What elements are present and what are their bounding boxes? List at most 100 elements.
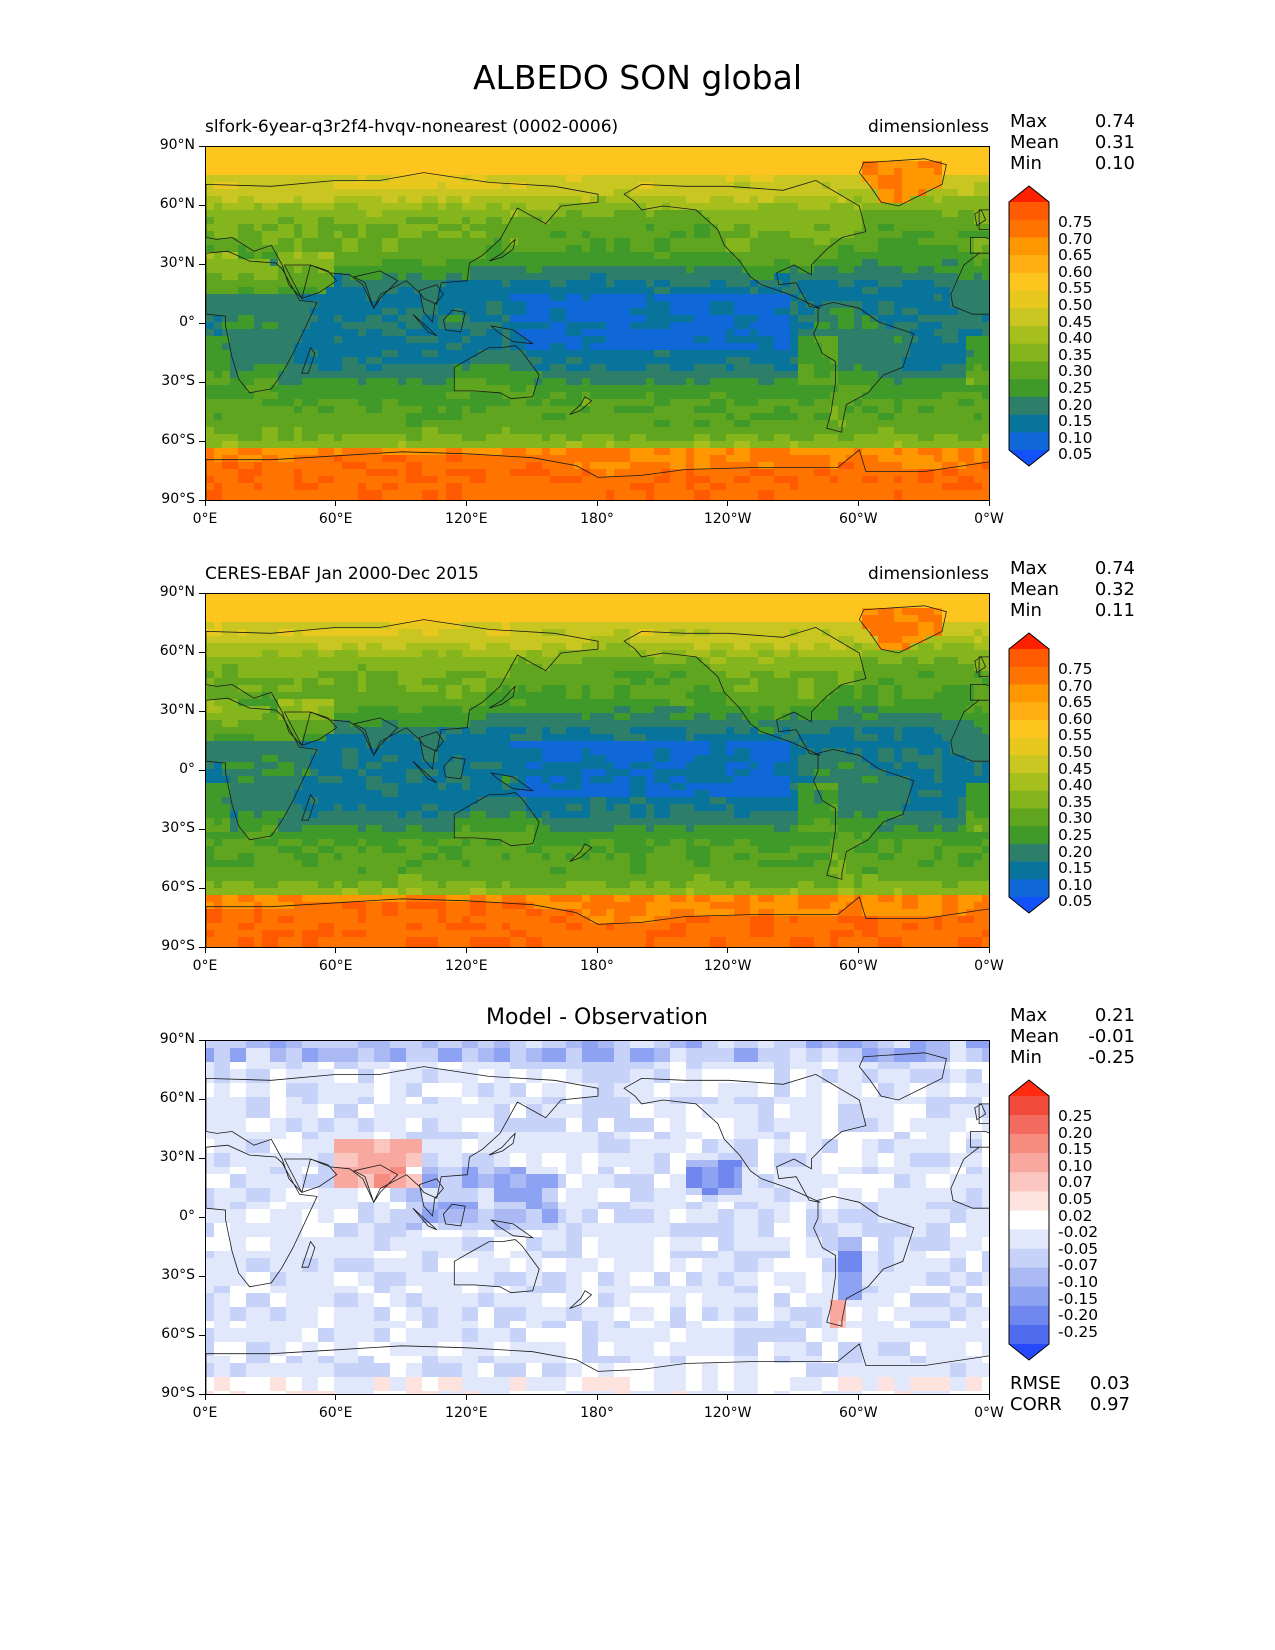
field-cell	[702, 406, 711, 414]
field-cell	[734, 196, 743, 204]
field-cell	[966, 336, 975, 344]
field-cell	[398, 441, 407, 449]
field-cell	[782, 476, 791, 484]
field-cell	[334, 252, 343, 260]
field-cell	[422, 364, 431, 372]
field-cell	[750, 273, 759, 281]
field-cell	[454, 203, 463, 211]
field-cell	[534, 427, 543, 435]
field-cell	[294, 210, 303, 218]
field-cell	[878, 364, 887, 372]
field-cell	[510, 434, 519, 442]
field-cell	[542, 434, 551, 442]
field-cell	[710, 371, 719, 379]
field-cell	[574, 399, 583, 407]
field-cell	[982, 371, 989, 379]
field-cell	[982, 280, 989, 288]
field-cell	[566, 329, 575, 337]
field-cell	[430, 245, 439, 253]
field-cell	[334, 231, 343, 239]
field-cell	[718, 301, 727, 309]
field-cell	[310, 378, 319, 386]
field-cell	[222, 182, 231, 190]
field-cell	[470, 420, 479, 428]
field-cell	[382, 420, 391, 428]
field-cell	[798, 441, 807, 449]
field-cell	[238, 455, 247, 463]
field-cell	[942, 301, 951, 309]
field-cell	[654, 161, 663, 169]
field-cell	[742, 301, 751, 309]
field-cell	[550, 469, 559, 477]
field-cell	[534, 168, 543, 176]
field-cell	[246, 294, 255, 302]
field-cell	[206, 497, 215, 500]
field-cell	[838, 161, 847, 169]
field-cell	[798, 210, 807, 218]
field-cell	[334, 161, 343, 169]
field-cell	[326, 350, 335, 358]
field-cell	[614, 161, 623, 169]
field-cell	[542, 147, 551, 155]
field-cell	[918, 266, 927, 274]
field-cell	[454, 434, 463, 442]
field-cell	[838, 210, 847, 218]
field-cell	[222, 399, 231, 407]
field-cell	[950, 287, 959, 295]
field-cell	[398, 301, 407, 309]
field-cell	[382, 238, 391, 246]
field-cell	[878, 224, 887, 232]
field-cell	[782, 350, 791, 358]
field-cell	[366, 336, 375, 344]
field-cell	[550, 462, 559, 470]
field-cell	[406, 294, 415, 302]
field-cell	[502, 259, 511, 267]
field-cell	[582, 210, 591, 218]
field-cell	[566, 483, 575, 491]
field-cell	[446, 413, 455, 421]
field-cell	[782, 399, 791, 407]
field-cell	[950, 406, 959, 414]
field-cell	[582, 259, 591, 267]
field-cell	[654, 252, 663, 260]
field-cell	[630, 154, 639, 162]
field-cell	[382, 427, 391, 435]
field-cell	[958, 161, 967, 169]
field-cell	[766, 168, 775, 176]
field-cell	[686, 441, 695, 449]
field-cell	[526, 147, 535, 155]
field-cell	[774, 455, 783, 463]
field-cell	[326, 385, 335, 393]
field-cell	[766, 476, 775, 484]
field-cell	[486, 161, 495, 169]
field-cell	[494, 448, 503, 456]
field-cell	[918, 294, 927, 302]
field-cell	[358, 245, 367, 253]
field-cell	[686, 147, 695, 155]
field-cell	[526, 392, 535, 400]
field-cell	[910, 189, 919, 197]
field-cell	[878, 168, 887, 176]
field-cell	[494, 392, 503, 400]
field-cell	[606, 231, 615, 239]
field-cell	[534, 399, 543, 407]
field-cell	[622, 399, 631, 407]
field-cell	[574, 392, 583, 400]
field-cell	[574, 329, 583, 337]
field-cell	[590, 168, 599, 176]
field-cell	[926, 168, 935, 176]
field-cell	[982, 161, 989, 169]
field-cell	[238, 203, 247, 211]
field-cell	[510, 448, 519, 456]
field-cell	[574, 490, 583, 498]
field-cell	[446, 476, 455, 484]
field-cell	[974, 210, 983, 218]
field-cell	[214, 399, 223, 407]
field-cell	[718, 266, 727, 274]
field-cell	[270, 455, 279, 463]
field-cell	[766, 455, 775, 463]
field-cell	[558, 413, 567, 421]
field-cell	[366, 343, 375, 351]
field-cell	[726, 224, 735, 232]
field-cell	[446, 217, 455, 225]
